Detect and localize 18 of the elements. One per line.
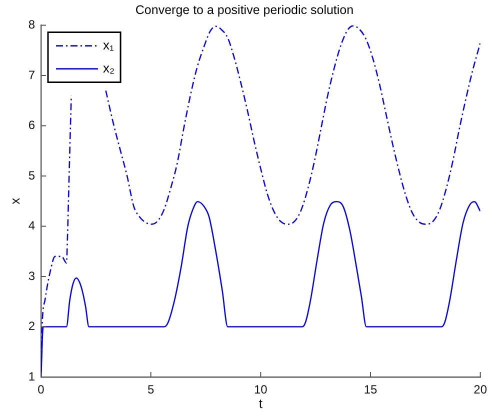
y-tick-label: 7 [28, 68, 36, 82]
y-tick-label: 6 [28, 118, 36, 132]
x-tick-label: 10 [254, 382, 268, 397]
y-tick-label: 2 [28, 319, 36, 334]
y-tick-label: 5 [28, 168, 36, 182]
x-axis-title: t [258, 396, 263, 411]
y-tick-label: 3 [28, 268, 36, 283]
chart-title: Converge to a positive periodic solution [135, 2, 354, 17]
y-axis-title: x [7, 197, 22, 204]
legend-label: x₂ [103, 60, 115, 76]
x-tick-label: 20 [474, 382, 488, 397]
y-tick-label: 4 [28, 218, 36, 233]
x-tick-label: 5 [147, 382, 154, 397]
legend-label: x₁ [103, 37, 114, 52]
x-tick-label: 15 [364, 382, 378, 397]
x-tick-label: 0 [38, 382, 45, 397]
y-tick-label: 8 [28, 18, 36, 32]
y-tick-label: 1 [28, 369, 36, 384]
